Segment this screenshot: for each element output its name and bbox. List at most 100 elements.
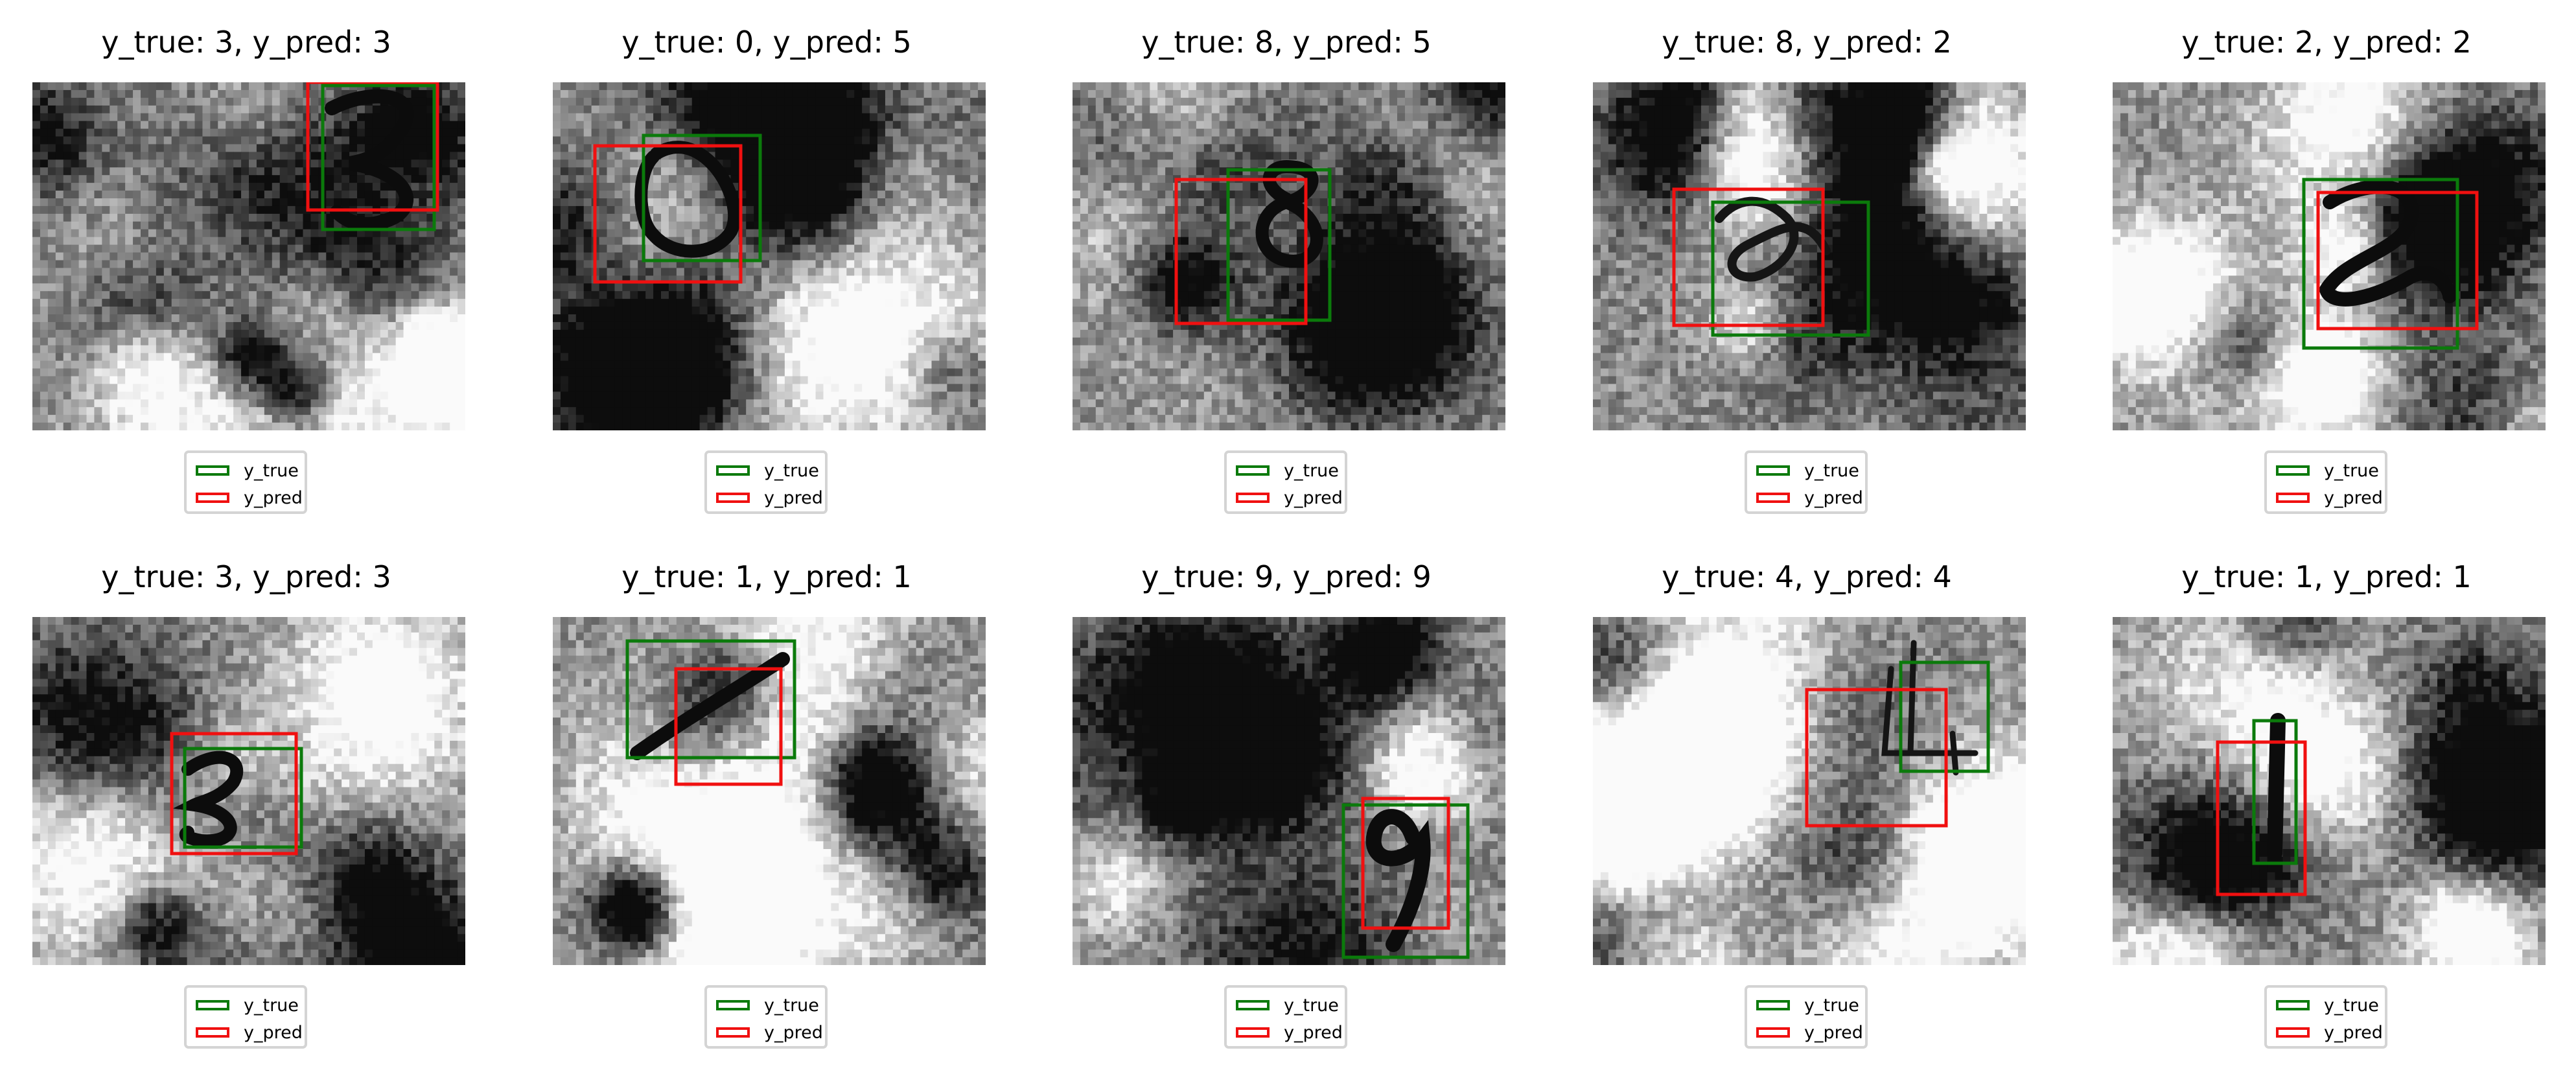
noise-pixel — [807, 113, 817, 122]
noise-pixel — [272, 159, 281, 168]
noise-pixel — [86, 283, 95, 292]
noise-pixel — [249, 244, 257, 253]
noise-pixel — [349, 128, 358, 137]
noise-pixel — [831, 368, 839, 377]
noise-pixel — [403, 244, 412, 253]
noise-pixel — [388, 376, 397, 384]
noise-pixel — [187, 407, 196, 415]
noise-pixel — [326, 423, 334, 430]
noise-pixel — [792, 121, 801, 130]
noise-pixel — [86, 213, 95, 222]
noise-layer — [553, 82, 986, 430]
noise-pixel — [233, 252, 242, 261]
noise-pixel — [256, 260, 265, 268]
noise-pixel — [364, 337, 373, 346]
noise-pixel — [442, 191, 450, 199]
noise-pixel — [364, 299, 373, 307]
noise-pixel — [40, 337, 49, 346]
noise-pixel — [419, 152, 427, 160]
noise-pixel — [32, 244, 41, 253]
noise-pixel — [854, 136, 863, 145]
noise-pixel — [380, 407, 389, 415]
noise-pixel — [187, 229, 196, 238]
noise-pixel — [202, 229, 211, 238]
noise-pixel — [179, 299, 188, 307]
noise-pixel — [32, 183, 41, 191]
noise-pixel — [86, 307, 95, 315]
noise-pixel — [599, 244, 608, 253]
noise-pixel — [908, 152, 917, 160]
noise-pixel — [846, 337, 855, 346]
noise-pixel — [761, 252, 770, 261]
noise-pixel — [110, 183, 118, 191]
noise-pixel — [885, 268, 894, 276]
noise-pixel — [256, 423, 265, 430]
noise-pixel — [110, 321, 118, 331]
noise-pixel — [839, 345, 847, 354]
noise-pixel — [47, 113, 56, 122]
noise-pixel — [55, 407, 64, 415]
noise-pixel — [411, 337, 420, 346]
noise-pixel — [684, 175, 693, 183]
noise-pixel — [707, 283, 716, 292]
noise-pixel — [40, 291, 49, 299]
noise-pixel — [326, 337, 334, 346]
noise-pixel — [769, 337, 778, 346]
noise-pixel — [978, 360, 986, 369]
noise-pixel — [892, 198, 901, 207]
noise-pixel — [661, 353, 669, 362]
noise-pixel — [645, 345, 654, 354]
noise-pixel — [591, 360, 600, 369]
noise-pixel — [125, 144, 133, 152]
noise-pixel — [256, 384, 265, 392]
noise-pixel — [310, 307, 319, 315]
noise-pixel — [334, 191, 342, 199]
noise-pixel — [194, 291, 203, 299]
noise-pixel — [148, 307, 157, 315]
noise-pixel — [32, 136, 41, 145]
noise-pixel — [295, 105, 304, 114]
noise-pixel — [395, 237, 404, 246]
noise-pixel — [599, 268, 608, 276]
noise-pixel — [970, 376, 979, 384]
noise-pixel — [978, 191, 986, 199]
noise-pixel — [614, 221, 623, 230]
noise-pixel — [560, 198, 569, 207]
noise-pixel — [955, 268, 963, 276]
noise-pixel — [179, 321, 188, 331]
noise-pixel — [249, 360, 257, 369]
noise-pixel — [723, 283, 731, 292]
noise-pixel — [117, 353, 126, 362]
noise-pixel — [560, 252, 569, 261]
noise-pixel — [411, 376, 420, 384]
noise-pixel — [575, 399, 585, 408]
noise-pixel — [776, 167, 785, 176]
noise-pixel — [978, 183, 986, 191]
noise-pixel — [978, 268, 986, 276]
noise-pixel — [583, 82, 592, 91]
noise-pixel — [86, 368, 95, 377]
noise-pixel — [854, 237, 863, 246]
digit-image — [553, 82, 986, 430]
noise-pixel — [807, 268, 817, 276]
noise-pixel — [310, 423, 319, 430]
noise-pixel — [163, 299, 172, 307]
noise-pixel — [807, 205, 817, 215]
noise-pixel — [55, 105, 64, 114]
noise-pixel — [125, 321, 133, 331]
noise-pixel — [94, 229, 102, 238]
noise-pixel — [877, 283, 886, 292]
noise-pixel — [125, 283, 133, 292]
noise-pixel — [171, 191, 180, 199]
noise-pixel — [630, 307, 638, 315]
noise-pixel — [900, 268, 909, 276]
noise-pixel — [55, 229, 64, 238]
noise-pixel — [163, 314, 172, 323]
noise-pixel — [141, 391, 149, 400]
noise-pixel — [707, 183, 716, 191]
noise-pixel — [171, 121, 180, 130]
noise-pixel — [202, 353, 211, 362]
noise-pixel — [63, 391, 72, 400]
noise-pixel — [55, 175, 64, 183]
noise-pixel — [310, 221, 319, 230]
